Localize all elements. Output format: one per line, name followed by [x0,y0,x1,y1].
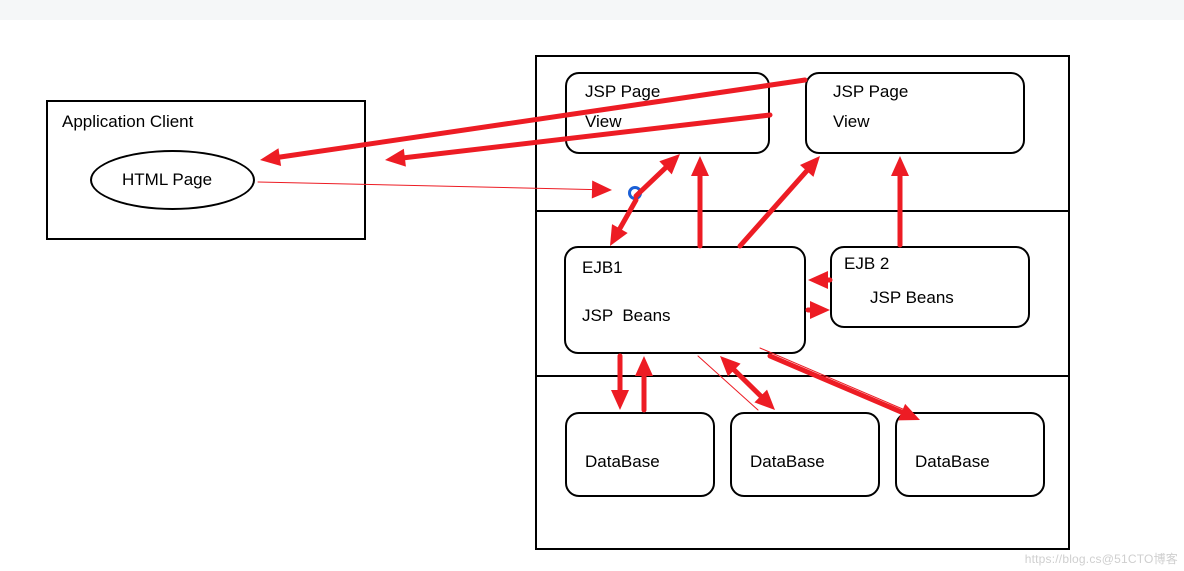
node-db2-label: DataBase [750,452,825,472]
node-jsp1-label1: JSP Page [585,82,660,102]
top-stripe [0,0,1184,20]
server-divider-2 [535,375,1068,377]
diagram-canvas: Application Client HTML Page JSP Page Vi… [0,0,1184,571]
node-jsp1-label2: View [585,112,622,132]
node-ejb2-label2: JSP Beans [870,288,954,308]
node-jsp2-label2: View [833,112,870,132]
node-db1-label: DataBase [585,452,660,472]
html-page-label: HTML Page [122,170,212,190]
node-ejb2-label1: EJB 2 [844,254,889,274]
server-divider-1 [535,210,1068,212]
node-ejb1-label2: JSP Beans [582,306,671,326]
node-jsp2-label1: JSP Page [833,82,908,102]
connector-ring [628,186,642,200]
node-db3-label: DataBase [915,452,990,472]
watermark-label: https://blog.cs@51CTO博客 [1025,550,1178,567]
client-title: Application Client [62,112,193,132]
node-ejb1-label1: EJB1 [582,258,623,278]
